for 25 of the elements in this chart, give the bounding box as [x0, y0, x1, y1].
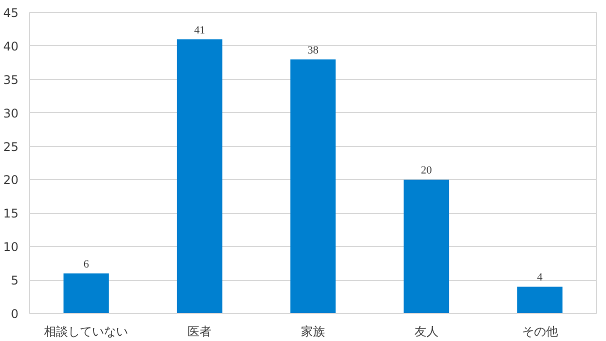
x-tick-label: 家族 — [301, 324, 325, 338]
data-label: 4 — [537, 272, 544, 284]
y-tick-label: 40 — [3, 39, 19, 54]
y-tick-label: 0 — [10, 307, 19, 321]
x-tick-label: その他 — [522, 324, 558, 338]
data-label: 6 — [83, 258, 90, 270]
data-label: 41 — [194, 24, 206, 36]
y-tick-label: 15 — [3, 206, 19, 221]
x-tick-label: 医者 — [188, 324, 212, 338]
y-tick-label: 45 — [3, 6, 19, 20]
y-tick-label: 30 — [3, 106, 19, 120]
data-label: 38 — [308, 44, 319, 56]
y-tick-label: 10 — [3, 240, 19, 254]
y-tick-label: 35 — [3, 72, 19, 87]
bar — [290, 59, 336, 314]
bar — [517, 286, 562, 314]
x-tick-label: 友人 — [414, 324, 438, 338]
y-tick-label: 5 — [10, 274, 19, 288]
bar — [64, 273, 109, 314]
bar — [176, 39, 222, 314]
bar — [404, 180, 450, 314]
data-label: 20 — [420, 164, 432, 177]
y-tick-label: 20 — [3, 173, 19, 188]
y-tick-label: 25 — [3, 140, 19, 154]
x-tick-label: 相談していない — [44, 324, 128, 338]
